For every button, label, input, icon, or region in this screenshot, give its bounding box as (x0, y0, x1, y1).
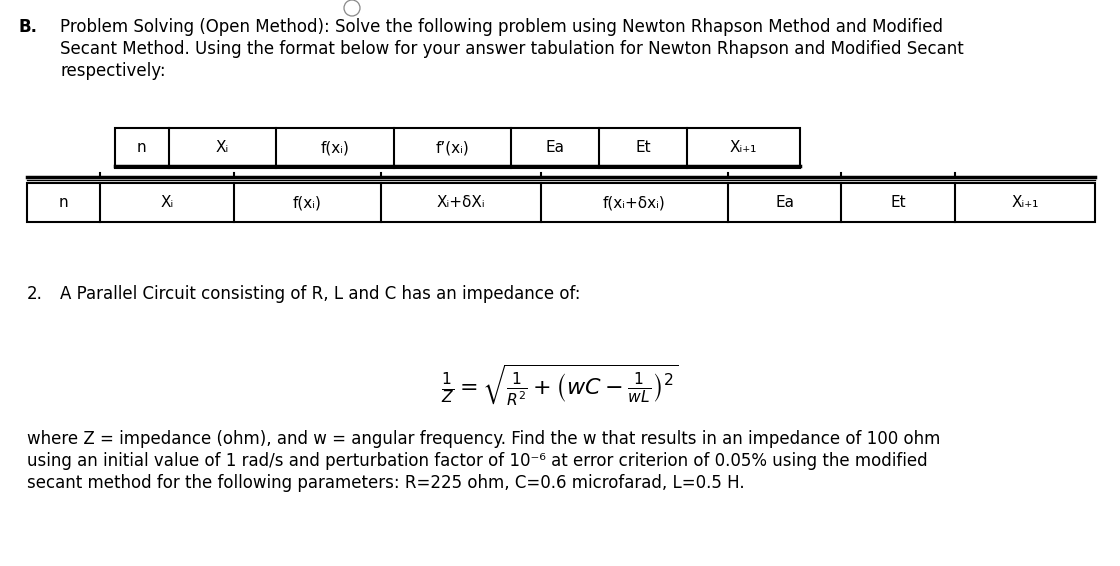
Text: B.: B. (18, 18, 37, 36)
Text: $\frac{1}{Z} = \sqrt{\frac{1}{R^2} + \left(wC - \frac{1}{wL}\right)^2}$: $\frac{1}{Z} = \sqrt{\frac{1}{R^2} + \le… (441, 362, 679, 408)
Text: f(xᵢ): f(xᵢ) (320, 140, 349, 156)
Text: n: n (59, 195, 68, 210)
Text: Et: Et (636, 140, 651, 156)
Text: f’(xᵢ): f’(xᵢ) (436, 140, 469, 156)
Text: secant method for the following parameters: R=225 ohm, C=0.6 microfarad, L=0.5 H: secant method for the following paramete… (27, 474, 745, 492)
Bar (115, 128, 800, 168)
Text: Problem Solving (Open Method): Solve the following problem using Newton Rhapson : Problem Solving (Open Method): Solve the… (60, 18, 943, 36)
Text: n: n (137, 140, 147, 156)
Text: using an initial value of 1 rad/s and perturbation factor of 10⁻⁶ at error crite: using an initial value of 1 rad/s and pe… (27, 452, 927, 470)
Text: Xᵢ₊₁: Xᵢ₊₁ (730, 140, 757, 156)
Text: Xᵢ₊₁: Xᵢ₊₁ (1011, 195, 1038, 210)
Text: Ea: Ea (545, 140, 564, 156)
Text: f(xᵢ+δxᵢ): f(xᵢ+δxᵢ) (603, 195, 665, 210)
Text: respectively:: respectively: (60, 62, 166, 80)
Text: A Parallel Circuit consisting of R, L and C has an impedance of:: A Parallel Circuit consisting of R, L an… (60, 285, 580, 303)
Text: Xᵢ+δXᵢ: Xᵢ+δXᵢ (437, 195, 485, 210)
Text: Ea: Ea (775, 195, 794, 210)
Text: Et: Et (890, 195, 906, 210)
Text: 2.: 2. (27, 285, 43, 303)
Text: Secant Method. Using the format below for your answer tabulation for Newton Rhap: Secant Method. Using the format below fo… (60, 40, 963, 58)
Text: Xᵢ: Xᵢ (160, 195, 174, 210)
Text: Xᵢ: Xᵢ (216, 140, 230, 156)
Bar (27, 183, 1095, 222)
Text: f(xᵢ): f(xᵢ) (293, 195, 321, 210)
Text: where Z = impedance (ohm), and w = angular frequency. Find the w that results in: where Z = impedance (ohm), and w = angul… (27, 430, 941, 448)
